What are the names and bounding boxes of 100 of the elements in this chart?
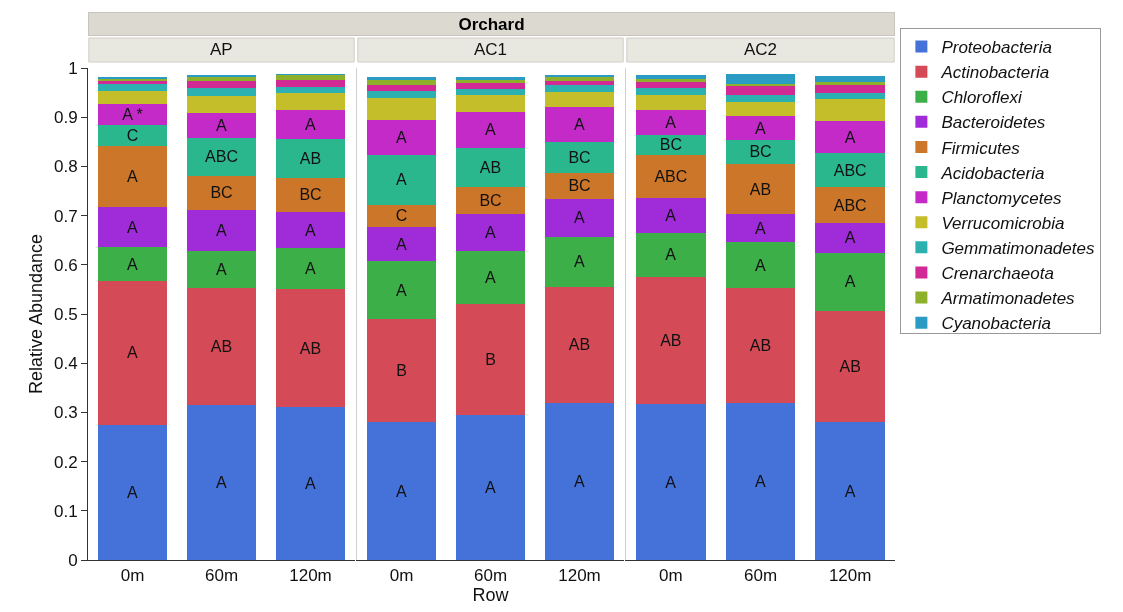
- data-label: A: [485, 269, 496, 287]
- bar: [635, 404, 706, 560]
- bar: [815, 121, 886, 154]
- data-label: ABC: [654, 167, 688, 185]
- bar: [97, 281, 168, 425]
- data-label: BC: [568, 148, 591, 166]
- legend-label: Acidobacteria: [940, 163, 1045, 183]
- bar: [635, 74, 706, 79]
- data-label: A: [305, 475, 316, 493]
- bar: [275, 407, 346, 560]
- bar: [544, 92, 615, 107]
- bar: [97, 103, 168, 126]
- bar: [366, 261, 437, 319]
- data-label: AB: [749, 180, 772, 198]
- bar: [815, 310, 886, 423]
- data-label: A: [305, 221, 316, 239]
- chart-title: AP: [210, 40, 233, 59]
- bar: [186, 404, 257, 560]
- x-tick-label: 0m: [389, 566, 414, 586]
- bar: [366, 85, 437, 92]
- bar: [635, 155, 706, 198]
- data-label: A: [574, 115, 585, 133]
- y-tick-label: 0.6: [53, 255, 78, 275]
- bar: [97, 424, 168, 560]
- bar: [186, 88, 257, 96]
- legend-label: Bacteroidetes: [941, 113, 1046, 133]
- bar: [275, 87, 346, 94]
- x-tick-label: 120m: [828, 566, 872, 586]
- bar: [455, 304, 526, 415]
- data-label: AB: [210, 337, 233, 355]
- bar: [455, 214, 526, 252]
- legend-label: Planctomycetes: [941, 188, 1062, 208]
- data-label: AB: [299, 339, 322, 357]
- legend-label: Firmicutes: [941, 138, 1021, 158]
- bar: [97, 207, 168, 248]
- data-label: A: [127, 255, 138, 273]
- bar: [186, 251, 257, 288]
- bar: [186, 113, 257, 138]
- bar: [97, 146, 168, 208]
- bar: [275, 75, 346, 80]
- bar: [366, 79, 437, 86]
- legend-label: Chloroflexi: [941, 88, 1023, 108]
- y-tick-label: 0.2: [53, 452, 78, 472]
- bar: [544, 236, 615, 287]
- bar: [725, 86, 796, 95]
- y-tick-label: 0.9: [53, 108, 78, 128]
- bar: [275, 109, 346, 139]
- x-tick-label: 120m: [558, 566, 601, 586]
- data-label: ABC: [205, 148, 238, 166]
- data-label: A: [755, 256, 766, 274]
- y-tick-label: 0.8: [53, 157, 78, 177]
- bar: [366, 155, 437, 205]
- data-label: AB: [749, 336, 772, 354]
- bar: [186, 95, 257, 114]
- bar: [366, 120, 437, 156]
- data-label: C: [126, 127, 139, 145]
- data-label: A: [574, 209, 585, 227]
- bar: [725, 242, 796, 288]
- data-label: A: [127, 218, 138, 236]
- data-label: A: [844, 273, 856, 291]
- bar: [366, 204, 437, 227]
- bar: [275, 177, 346, 213]
- bar: [186, 210, 257, 252]
- data-label: A: [396, 482, 407, 500]
- data-label: BC: [749, 143, 772, 161]
- legend-label: Proteobacteria: [941, 38, 1052, 58]
- y-tick-label: 0.3: [53, 403, 78, 423]
- x-tick-label: 60m: [743, 566, 778, 586]
- bar: [635, 277, 706, 405]
- y-tick-label: 1: [68, 58, 78, 78]
- bar: [815, 252, 886, 311]
- bar: [455, 251, 526, 305]
- bar: [725, 402, 796, 560]
- y-tick-label: 0.7: [53, 206, 78, 226]
- data-label: A: [844, 229, 856, 247]
- bar: [544, 80, 615, 86]
- data-label: A: [485, 224, 496, 242]
- bar: [815, 222, 886, 253]
- bar: [97, 84, 168, 92]
- bar: [455, 414, 526, 560]
- bar: [544, 85, 615, 93]
- data-label: BC: [479, 192, 502, 210]
- data-label: A: [755, 472, 766, 490]
- data-label: BC: [210, 184, 233, 202]
- bar: [544, 141, 615, 173]
- legend-label: Gemmatimonadetes: [941, 238, 1095, 258]
- data-label: A: [844, 482, 856, 500]
- data-label: A: [755, 119, 766, 137]
- bar: [544, 172, 615, 199]
- chart-title: AC2: [744, 40, 778, 59]
- bar: [725, 214, 796, 243]
- bar: [815, 75, 886, 82]
- data-label: A *: [122, 105, 143, 123]
- data-label: A: [485, 121, 496, 139]
- bar: [366, 318, 437, 423]
- data-label: A: [127, 483, 138, 501]
- bar: [455, 111, 526, 149]
- bar: [275, 138, 346, 178]
- bar: [815, 153, 886, 188]
- bar: [97, 91, 168, 104]
